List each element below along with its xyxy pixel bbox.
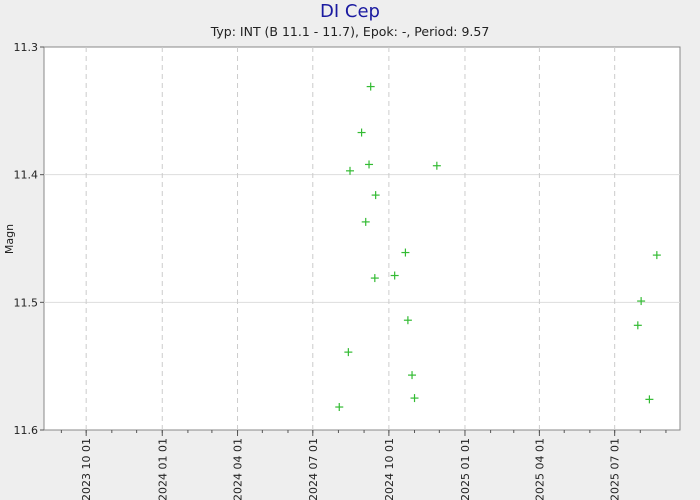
data-point <box>346 166 355 175</box>
y-tick-label: 11.5 <box>14 296 39 309</box>
data-point <box>357 128 366 137</box>
data-points <box>335 82 661 412</box>
data-point <box>410 394 419 403</box>
y-tick-label: 11.4 <box>14 169 39 182</box>
data-point <box>633 321 642 330</box>
data-point <box>344 348 353 357</box>
data-point <box>370 274 379 283</box>
chart-subtitle: Typ: INT (B 11.1 - 11.7), Epok: -, Perio… <box>210 24 490 39</box>
x-tick-label: 2024 01 01 <box>156 438 169 500</box>
chart-title: DI Cep <box>320 1 380 22</box>
data-point <box>366 82 375 91</box>
y-tick-label: 11.3 <box>14 41 39 54</box>
x-tick-label: 2025 01 01 <box>459 438 472 500</box>
data-point <box>390 271 399 280</box>
data-point <box>408 371 417 380</box>
x-tick-label: 2024 10 01 <box>383 438 396 500</box>
x-tick-label: 2025 07 01 <box>609 438 622 500</box>
plot-area <box>43 46 681 431</box>
data-point <box>432 161 441 170</box>
x-tick-label: 2024 04 01 <box>232 438 245 500</box>
x-tick-label: 2024 07 01 <box>307 438 320 500</box>
grid-layer <box>44 47 680 430</box>
ticks-layer: 11.3 11.4 11.5 11.6 2023 10 01 2024 01 01 2024… <box>14 41 667 500</box>
data-point <box>401 248 410 257</box>
data-point <box>365 160 374 169</box>
y-axis-label: Magn <box>3 224 16 254</box>
x-tick-label: 2025 04 01 <box>533 438 546 500</box>
data-point <box>637 297 646 306</box>
data-point <box>403 316 412 325</box>
data-point <box>645 395 654 404</box>
data-point <box>652 251 661 260</box>
x-tick-label: 2023 10 01 <box>80 438 93 500</box>
data-point <box>371 191 380 200</box>
data-point <box>361 217 370 226</box>
data-point <box>335 403 344 412</box>
y-tick-label: 11.6 <box>14 424 39 437</box>
